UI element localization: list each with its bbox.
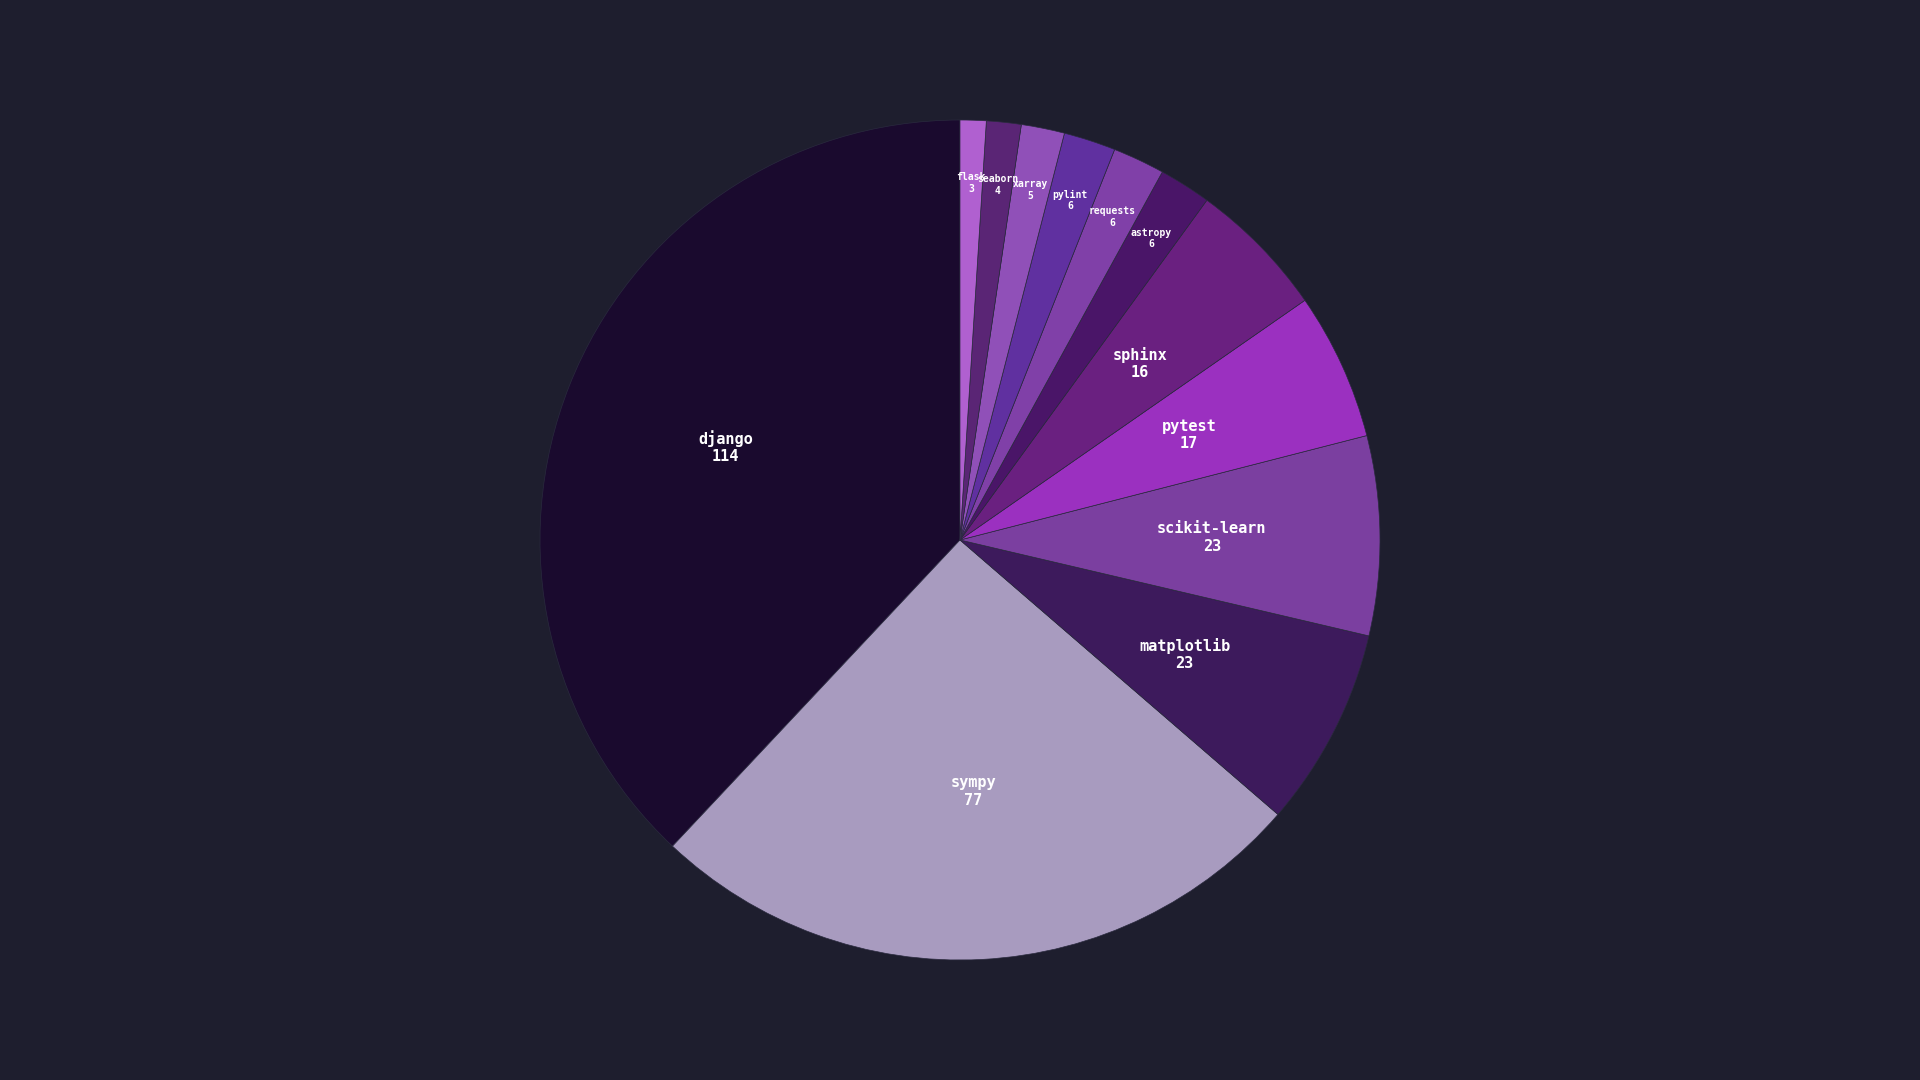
Text: flask
3: flask 3 bbox=[956, 173, 985, 194]
Wedge shape bbox=[960, 200, 1306, 540]
Wedge shape bbox=[960, 149, 1162, 540]
Wedge shape bbox=[960, 435, 1380, 636]
Text: matplotlib
23: matplotlib 23 bbox=[1139, 637, 1231, 671]
Wedge shape bbox=[540, 120, 960, 846]
Wedge shape bbox=[960, 540, 1369, 814]
Text: sympy
77: sympy 77 bbox=[950, 775, 996, 808]
Text: astropy
6: astropy 6 bbox=[1131, 228, 1171, 249]
Wedge shape bbox=[960, 300, 1367, 540]
Text: requests
6: requests 6 bbox=[1089, 206, 1135, 228]
Wedge shape bbox=[960, 121, 1021, 540]
Wedge shape bbox=[960, 120, 987, 540]
Wedge shape bbox=[960, 133, 1116, 540]
Text: seaborn
4: seaborn 4 bbox=[977, 174, 1018, 195]
Text: xarray
5: xarray 5 bbox=[1014, 179, 1048, 201]
Text: sphinx
16: sphinx 16 bbox=[1114, 347, 1167, 380]
Text: scikit-learn
23: scikit-learn 23 bbox=[1158, 522, 1267, 554]
Text: django
114: django 114 bbox=[699, 430, 753, 464]
Text: pylint
6: pylint 6 bbox=[1052, 190, 1089, 212]
Wedge shape bbox=[960, 172, 1208, 540]
Wedge shape bbox=[960, 124, 1064, 540]
Wedge shape bbox=[672, 540, 1279, 960]
Text: pytest
17: pytest 17 bbox=[1162, 419, 1217, 451]
